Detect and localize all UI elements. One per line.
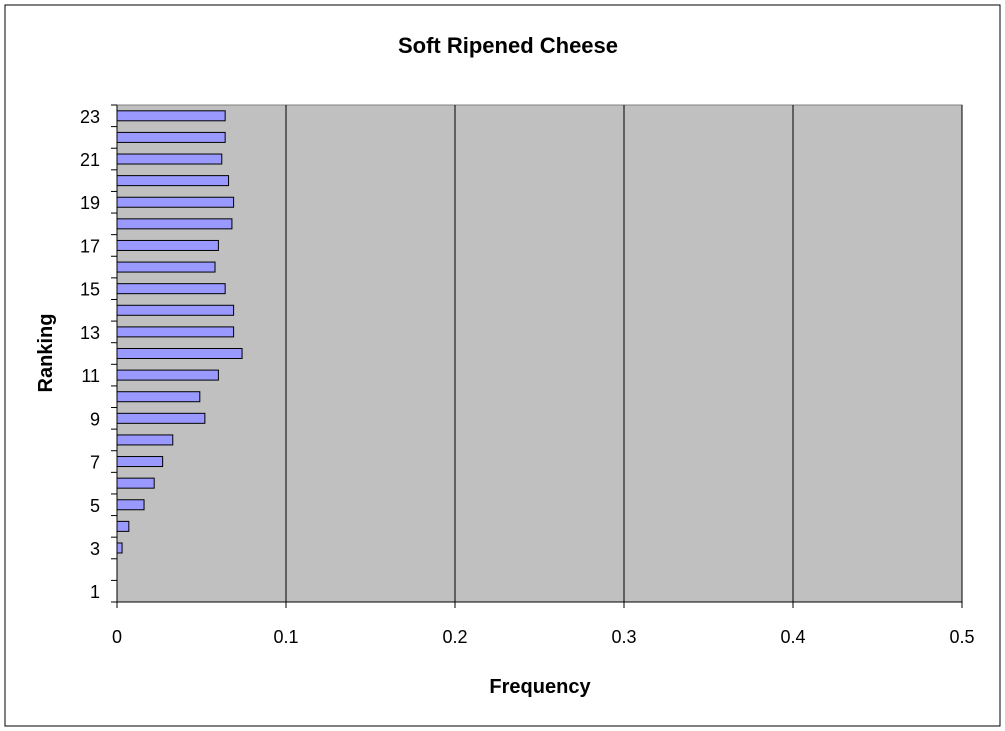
- y-tick-label: 23: [80, 107, 100, 127]
- x-tick-label: 0: [112, 627, 122, 647]
- y-tick-label: 19: [80, 193, 100, 213]
- bar: [116, 391, 201, 403]
- bar: [116, 477, 155, 489]
- plot-background: [116, 104, 963, 603]
- x-tick-label: 0.5: [949, 627, 974, 647]
- bar: [116, 456, 164, 468]
- bar: [116, 239, 219, 251]
- y-tick-label: 3: [90, 539, 100, 559]
- x-axis-label: Frequency: [489, 676, 591, 698]
- y-tick-label: 1: [90, 582, 100, 602]
- x-tick-label: 0.4: [780, 627, 805, 647]
- bar: [116, 520, 130, 532]
- bar: [116, 283, 226, 295]
- bar: [116, 110, 226, 122]
- y-axis-label: Ranking: [35, 314, 57, 393]
- bar: [116, 326, 235, 338]
- y-tick-label: 9: [90, 409, 100, 429]
- x-tick-label: 0.2: [442, 627, 467, 647]
- bar: [116, 131, 226, 143]
- x-tick-label: 0.3: [611, 627, 636, 647]
- bar: [116, 542, 123, 554]
- bar: [116, 261, 216, 273]
- bar: [116, 369, 219, 381]
- chart-title: Soft Ripened Cheese: [398, 33, 618, 58]
- y-tick-label: 13: [80, 323, 100, 343]
- bar: [116, 412, 206, 424]
- y-tick-label: 5: [90, 496, 100, 516]
- y-tick-label: 11: [81, 366, 100, 386]
- y-tick-label: 17: [80, 236, 100, 256]
- bar: [116, 153, 223, 165]
- bar: [116, 175, 230, 187]
- bar: [116, 348, 243, 359]
- x-tick-label: 0.1: [273, 627, 298, 647]
- bar: [116, 499, 145, 511]
- bar: [116, 196, 235, 208]
- y-tick-label: 15: [80, 280, 100, 300]
- y-tick-label: 7: [90, 453, 100, 473]
- bar: [116, 218, 233, 230]
- bar: [116, 304, 235, 316]
- bar: [116, 434, 174, 446]
- y-tick-label: 21: [80, 150, 100, 170]
